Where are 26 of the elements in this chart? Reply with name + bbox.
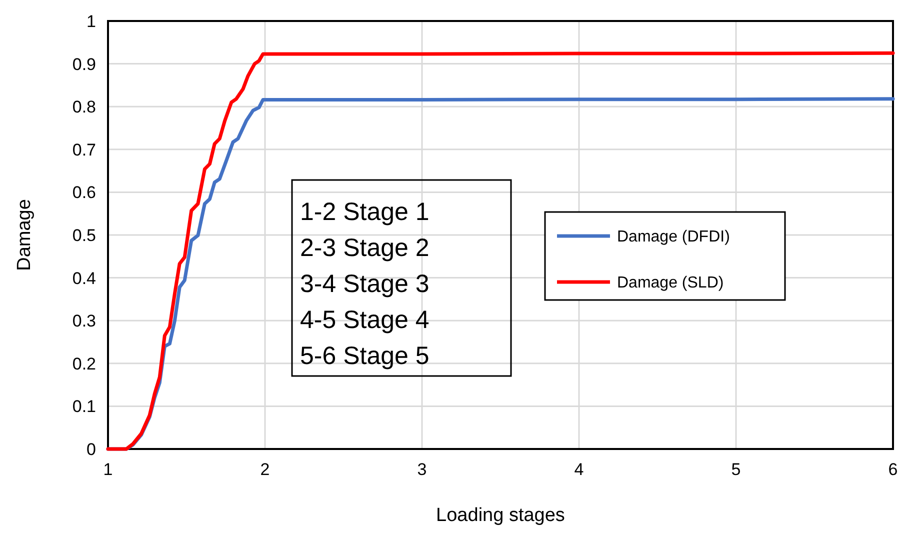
legend-label: Damage (SLD): [617, 274, 724, 292]
y-tick-label: 1: [86, 12, 96, 31]
y-tick-label: 0.1: [72, 397, 96, 416]
annotation: 3-4 Stage 3: [300, 270, 430, 298]
y-tick-label: 0.4: [72, 268, 96, 288]
y-tick-label: 0.6: [72, 183, 96, 202]
y-tick-label: 0.5: [72, 226, 96, 245]
y-tick-label: 0.3: [72, 312, 96, 331]
x-tick-label: 2: [260, 460, 270, 479]
x-axis-title: Loading stages: [436, 505, 565, 526]
y-tick-label: 0.7: [72, 140, 96, 160]
x-tick-label: 5: [731, 460, 741, 479]
y-tick-label: 0.8: [72, 98, 96, 117]
x-tick-label: 3: [417, 460, 427, 479]
annotation: 2-3 Stage 2: [300, 234, 430, 262]
annotation: 1-2 Stage 1: [300, 198, 430, 226]
y-tick-label: 0.9: [72, 54, 96, 74]
x-tick-label: 4: [574, 460, 584, 479]
annotation: 5-6 Stage 5: [300, 342, 430, 370]
y-axis-title: Damage: [14, 199, 35, 271]
y-tick-label: 0: [86, 440, 96, 459]
legend-label: Damage (DFDI): [617, 228, 730, 246]
y-tick-label: 0.2: [72, 354, 96, 374]
x-tick-label: 6: [888, 460, 898, 479]
x-tick-label: 1: [103, 460, 113, 479]
annotation: 4-5 Stage 4: [300, 306, 430, 334]
